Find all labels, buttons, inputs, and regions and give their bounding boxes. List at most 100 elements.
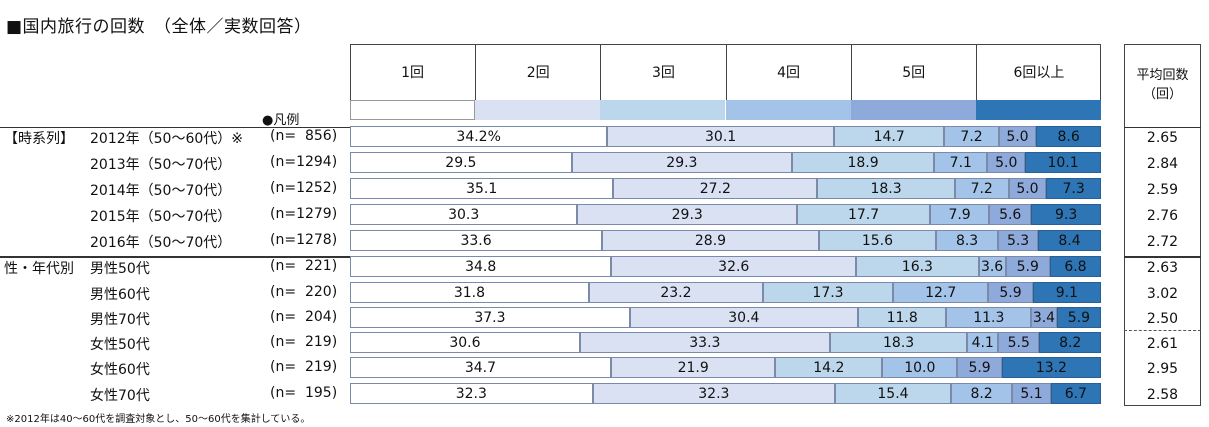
divider-avg-top — [1124, 127, 1201, 128]
bar-segment-1: 34.2% — [350, 126, 608, 147]
bar-segment-1: 30.3 — [350, 204, 578, 225]
row-label: 2014年（50～70代） — [90, 183, 232, 199]
header-cat-3: 3回 — [600, 44, 725, 100]
average-value: 2.59 — [1146, 182, 1179, 198]
bar-segment-5: 5.5 — [998, 332, 1040, 353]
bar-segment-1: 32.3 — [350, 383, 593, 404]
bar-row: 30.6 33.3 18.3 4.1 5.5 8.2 — [350, 332, 1101, 353]
row-sample-size: (n= 204) — [270, 309, 338, 325]
row-label: 2016年（50～70代） — [90, 235, 232, 251]
divider-top — [0, 127, 350, 128]
bar-segment-2: 29.3 — [571, 152, 793, 173]
bar-segment-5: 5.0 — [1008, 178, 1047, 199]
bar-segment-6: 5.9 — [1056, 307, 1101, 328]
bar-segment-6: 10.1 — [1025, 152, 1101, 173]
bar-row: 30.3 29.3 17.7 7.9 5.6 9.3 — [350, 204, 1101, 225]
row-label: 女性60代 — [90, 362, 150, 378]
row-sample-size: (n= 195) — [270, 385, 338, 401]
bar-segment-6: 8.4 — [1037, 230, 1101, 251]
average-value: 2.76 — [1146, 208, 1179, 224]
bar-segment-6: 8.2 — [1039, 332, 1101, 353]
bar-segment-4: 7.1 — [934, 152, 988, 173]
average-header-line2: （回） — [1142, 87, 1182, 102]
bar-segment-2: 23.2 — [588, 282, 764, 303]
header-cat-1: 1回 — [401, 65, 425, 81]
row-sample-size: (n=1294) — [270, 154, 338, 170]
bar-segment-1: 34.8 — [350, 256, 612, 277]
divider-avg-group — [1124, 256, 1201, 258]
row-label: 2013年（50～70代） — [90, 157, 232, 173]
row-label: 2012年（50～60代）※ — [90, 131, 243, 147]
bar-segment-6: 13.2 — [1001, 357, 1101, 378]
row-label: 女性70代 — [90, 388, 150, 404]
bar-segment-1: 30.6 — [350, 332, 580, 353]
bar-segment-4: 4.1 — [967, 332, 999, 353]
bar-row: 31.8 23.2 17.3 12.7 5.9 9.1 — [350, 282, 1101, 303]
row-sample-size: (n= 220) — [270, 284, 338, 300]
average-value: 2.61 — [1146, 336, 1179, 352]
bar-segment-3: 16.3 — [856, 256, 979, 277]
bar-segment-5: 5.6 — [989, 204, 1032, 225]
bar-segment-1: 29.5 — [350, 152, 572, 173]
row-sample-size: (n= 219) — [270, 359, 338, 375]
average-value: 2.65 — [1146, 130, 1179, 146]
bar-segment-1: 34.7 — [350, 357, 611, 378]
bar-segment-6: 7.3 — [1046, 178, 1101, 199]
bar-row: 33.6 28.9 15.6 8.3 5.3 8.4 — [350, 230, 1101, 251]
group-label: 【時系列】 — [4, 131, 74, 147]
bar-segment-2: 21.9 — [610, 357, 776, 378]
bar-row: 34.2% 30.1 14.7 7.2 5.0 8.6 — [350, 126, 1101, 147]
legend-swatch-3 — [600, 100, 726, 120]
bar-segment-3: 17.7 — [797, 204, 930, 225]
average-value: 2.72 — [1146, 234, 1179, 250]
average-value: 2.95 — [1146, 361, 1179, 377]
legend-swatch-1 — [350, 100, 476, 120]
bar-segment-2: 30.4 — [629, 307, 858, 328]
header-cat-6: 6回以上 — [975, 44, 1101, 100]
bar-segment-6: 6.8 — [1049, 256, 1101, 277]
bar-segment-1: 31.8 — [350, 282, 589, 303]
row-label: 男性60代 — [90, 287, 150, 303]
bar-segment-3: 14.7 — [833, 126, 945, 147]
bar-segment-2: 28.9 — [602, 230, 819, 251]
average-header: 平均回数 （回） — [1124, 66, 1201, 104]
bar-row: 32.3 32.3 15.4 8.2 5.1 6.7 — [350, 383, 1101, 404]
bar-segment-3: 15.4 — [835, 383, 951, 404]
bar-row: 29.5 29.3 18.9 7.1 5.0 10.1 — [350, 152, 1101, 173]
chart-title: ■国内旅行の回数 （全体／実数回答） — [6, 17, 312, 37]
bar-segment-5: 5.0 — [998, 126, 1037, 147]
row-sample-size: (n=1278) — [270, 232, 338, 248]
row-label: 2015年（50～70代） — [90, 209, 232, 225]
bar-segment-5: 3.4 — [1031, 307, 1057, 328]
bar-segment-2: 33.3 — [579, 332, 830, 353]
bar-segment-4: 7.2 — [954, 178, 1009, 199]
bar-segment-3: 14.2 — [775, 357, 883, 378]
row-label: 男性50代 — [90, 261, 150, 277]
bar-segment-6: 6.7 — [1050, 383, 1101, 404]
row-sample-size: (n= 856) — [270, 128, 338, 144]
row-label: 男性70代 — [90, 312, 150, 328]
legend-label: ●凡例 — [262, 113, 300, 128]
bar-segment-2: 32.6 — [611, 256, 857, 277]
bar-row: 34.8 32.6 16.3 3.6 5.9 6.8 — [350, 256, 1101, 277]
average-value: 2.63 — [1146, 260, 1179, 276]
divider-gender — [1124, 330, 1201, 331]
bar-segment-2: 27.2 — [613, 178, 818, 199]
row-sample-size: (n=1252) — [270, 180, 338, 196]
bar-segment-3: 18.3 — [817, 178, 955, 199]
bar-segment-4: 8.2 — [950, 383, 1013, 404]
bar-segment-6: 9.1 — [1032, 282, 1101, 303]
bar-segment-4: 10.0 — [882, 357, 958, 378]
average-value: 2.84 — [1146, 156, 1179, 172]
bar-segment-3: 15.6 — [818, 230, 936, 251]
bar-row: 37.3 30.4 11.8 11.3 3.4 5.9 — [350, 307, 1101, 328]
bar-segment-2: 30.1 — [607, 126, 834, 147]
bar-segment-3: 18.9 — [792, 152, 935, 173]
bar-segment-4: 3.6 — [978, 256, 1006, 277]
bar-row: 34.7 21.9 14.2 10.0 5.9 13.2 — [350, 357, 1101, 378]
average-header-line1: 平均回数 — [1136, 68, 1189, 83]
row-label: 女性50代 — [90, 337, 150, 353]
header-cat-5: 5回 — [850, 44, 976, 100]
average-value: 3.02 — [1146, 286, 1179, 302]
footnote: ※2012年は40～60代を調査対象とし、50～60代を集計している。 — [6, 414, 311, 425]
